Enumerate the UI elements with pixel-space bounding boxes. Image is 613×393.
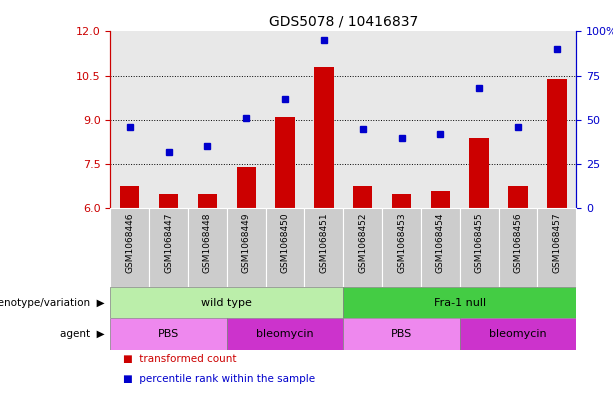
FancyBboxPatch shape [343, 318, 460, 350]
Bar [392, 193, 411, 208]
Text: bleomycin: bleomycin [489, 329, 547, 339]
Bar [120, 186, 139, 208]
Text: GSM1068448: GSM1068448 [203, 212, 212, 273]
Bar [430, 191, 450, 208]
Bar [275, 117, 295, 208]
Text: PBS: PBS [158, 329, 179, 339]
FancyBboxPatch shape [110, 287, 343, 318]
Bar [547, 79, 566, 208]
Text: wild type: wild type [202, 298, 252, 308]
Text: GSM1068447: GSM1068447 [164, 212, 173, 273]
FancyBboxPatch shape [305, 208, 343, 287]
FancyBboxPatch shape [227, 318, 343, 350]
Title: GDS5078 / 10416837: GDS5078 / 10416837 [268, 15, 418, 29]
FancyBboxPatch shape [188, 208, 227, 287]
FancyBboxPatch shape [538, 208, 576, 287]
Text: GSM1068457: GSM1068457 [552, 212, 562, 273]
Text: GSM1068446: GSM1068446 [125, 212, 134, 273]
Bar [470, 138, 489, 208]
Text: GSM1068451: GSM1068451 [319, 212, 329, 273]
Text: Fra-1 null: Fra-1 null [433, 298, 486, 308]
Text: agent  ▶: agent ▶ [59, 329, 104, 339]
Text: GSM1068453: GSM1068453 [397, 212, 406, 273]
Bar [508, 186, 528, 208]
Text: GSM1068450: GSM1068450 [281, 212, 289, 273]
FancyBboxPatch shape [498, 208, 538, 287]
FancyBboxPatch shape [265, 208, 305, 287]
Text: GSM1068456: GSM1068456 [514, 212, 522, 273]
Text: ■  transformed count: ■ transformed count [123, 354, 236, 364]
Text: ■  percentile rank within the sample: ■ percentile rank within the sample [123, 374, 314, 384]
Text: GSM1068449: GSM1068449 [242, 212, 251, 273]
Text: GSM1068452: GSM1068452 [358, 212, 367, 273]
FancyBboxPatch shape [110, 318, 227, 350]
FancyBboxPatch shape [149, 208, 188, 287]
Text: PBS: PBS [391, 329, 412, 339]
FancyBboxPatch shape [382, 208, 421, 287]
Text: genotype/variation  ▶: genotype/variation ▶ [0, 298, 104, 308]
FancyBboxPatch shape [227, 208, 265, 287]
FancyBboxPatch shape [460, 318, 576, 350]
Bar [314, 67, 333, 208]
Bar [159, 193, 178, 208]
FancyBboxPatch shape [110, 208, 149, 287]
Text: GSM1068455: GSM1068455 [474, 212, 484, 273]
Bar [353, 186, 372, 208]
Text: bleomycin: bleomycin [256, 329, 314, 339]
FancyBboxPatch shape [460, 208, 498, 287]
Bar [197, 193, 217, 208]
FancyBboxPatch shape [343, 208, 382, 287]
Bar [237, 167, 256, 208]
FancyBboxPatch shape [343, 287, 576, 318]
FancyBboxPatch shape [421, 208, 460, 287]
Text: GSM1068454: GSM1068454 [436, 212, 445, 273]
